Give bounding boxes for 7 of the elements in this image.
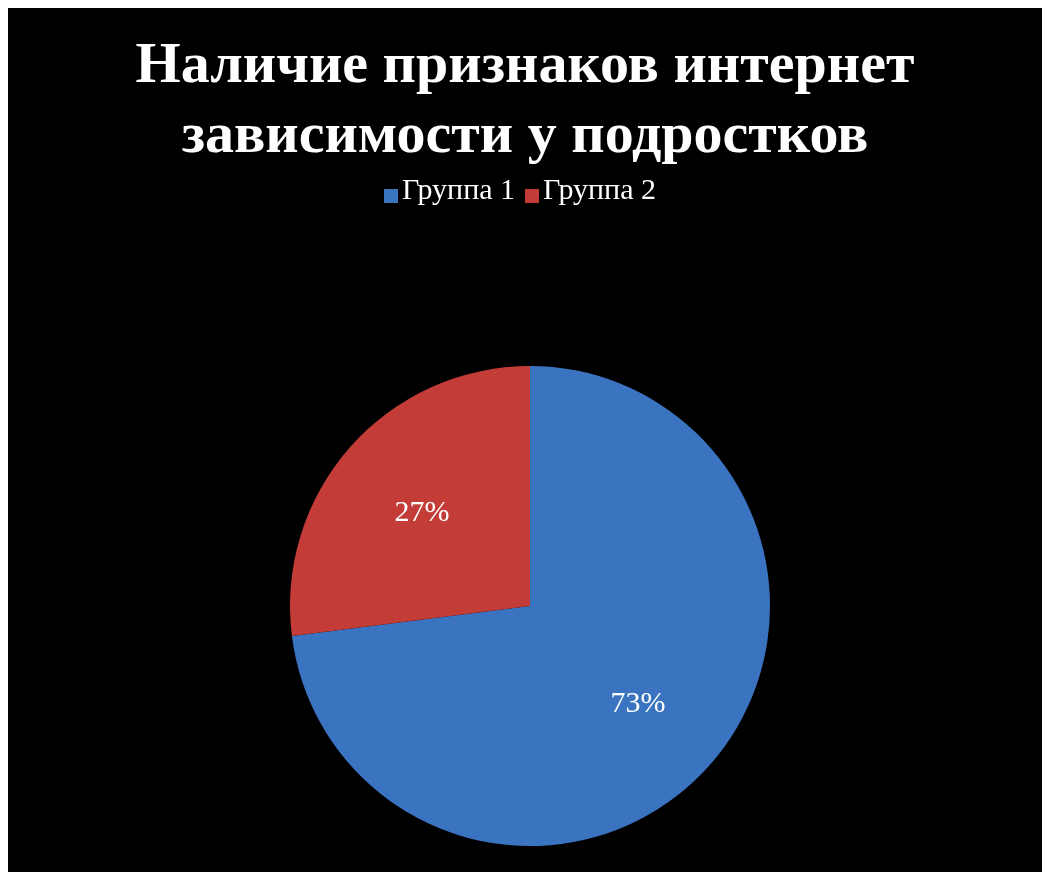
chart-title: Наличие признаков интернет зависимости у подростков: [134, 29, 916, 167]
data-label: 27%: [394, 494, 450, 528]
legend-label: Группа 2: [543, 172, 656, 206]
legend-label: Группа 1: [402, 172, 515, 206]
pie-slice: [291, 366, 770, 846]
data-label: 73%: [610, 684, 666, 718]
pie-slice: [290, 366, 530, 637]
